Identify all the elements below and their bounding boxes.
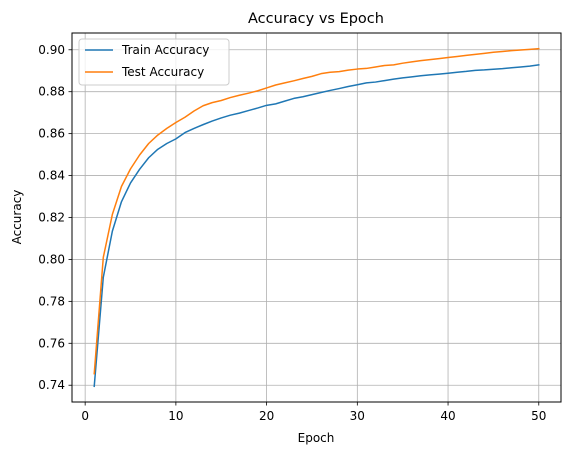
axis-ticks: 0 10 20 30 40 50 0.74 0.76 0.78 0.80 0.82 0.84 0.86 0…	[38, 43, 546, 423]
series-line-train-accuracy	[93, 64, 540, 388]
y-tick-label: 0.76	[38, 336, 65, 350]
chart-title: Accuracy vs Epoch	[248, 11, 384, 27]
legend-label-test: Test Accuracy	[121, 65, 204, 79]
legend: Train Accuracy Test Accuracy	[78, 38, 230, 86]
x-tick-label: 50	[531, 409, 546, 423]
x-tick-label: 20	[259, 409, 274, 423]
x-tick-label: 30	[350, 409, 365, 423]
y-tick-label: 0.82	[38, 211, 65, 225]
y-tick-label: 0.80	[38, 252, 65, 266]
legend-box	[78, 38, 230, 86]
y-axis-label: Accuracy	[10, 190, 24, 245]
x-axis-label: Epoch	[298, 431, 335, 445]
grid	[72, 33, 561, 402]
y-tick-label: 0.84	[38, 169, 65, 183]
x-tick-label: 40	[440, 409, 455, 423]
y-tick-label: 0.78	[38, 294, 65, 308]
y-tick-label: 0.88	[38, 85, 65, 99]
series-line-test-accuracy	[93, 47, 540, 375]
legend-label-train: Train Accuracy	[121, 43, 209, 57]
y-tick-label: 0.90	[38, 43, 65, 57]
x-tick-label: 0	[81, 409, 89, 423]
series-lines	[93, 47, 540, 388]
y-tick-label: 0.86	[38, 127, 65, 141]
x-tick-label: 10	[168, 409, 183, 423]
y-tick-label: 0.74	[38, 378, 65, 392]
